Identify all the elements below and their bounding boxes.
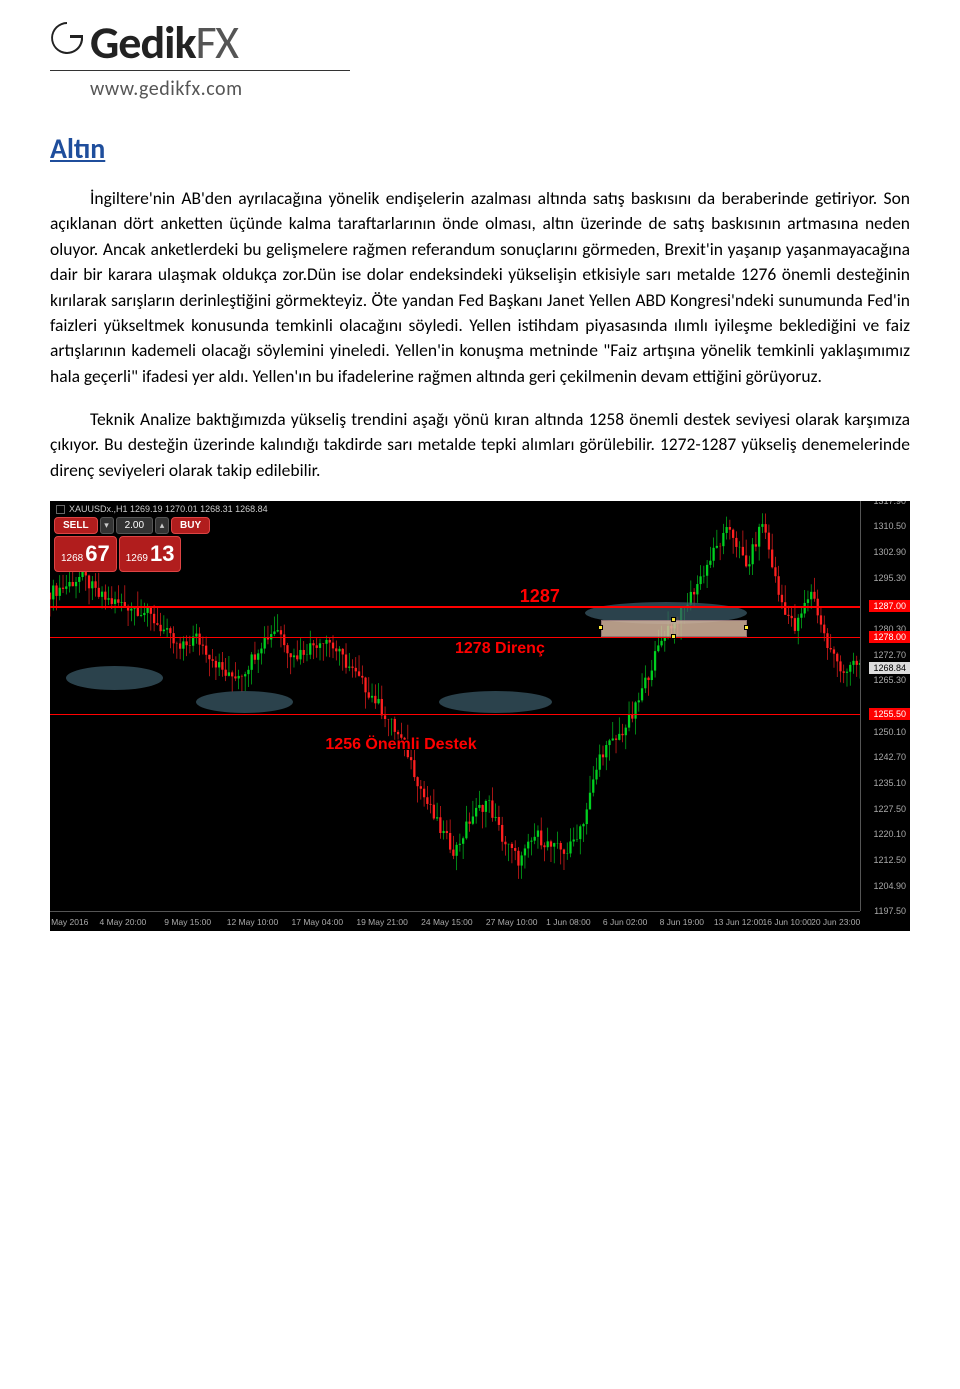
brand-part1: Gedik [90, 20, 196, 66]
y-tick: 1204.90 [873, 881, 906, 891]
x-tick: 6 Jun 02:00 [603, 917, 647, 927]
resize-handle[interactable] [671, 617, 676, 622]
x-tick: 13 Jun 12:00 [714, 917, 763, 927]
price-chart: XAUUSDx.,H1 1269.19 1270.01 1268.31 1268… [50, 501, 910, 931]
x-tick: 12 May 10:00 [227, 917, 279, 927]
x-tick: 19 May 21:00 [356, 917, 408, 927]
resize-handle[interactable] [598, 625, 603, 630]
y-tick: 1220.10 [873, 829, 906, 839]
paragraph-1: İngiltere'nin AB'den ayrılacağına yöneli… [50, 186, 910, 389]
brand-part2: FX [196, 20, 239, 66]
sell-button[interactable]: SELL [54, 517, 98, 534]
brand-icon [50, 20, 84, 66]
quantity-input[interactable]: 2.00 [116, 517, 153, 534]
buy-button[interactable]: BUY [171, 517, 210, 534]
x-tick: 2 May 2016 [50, 917, 88, 927]
x-tick: 4 May 20:00 [100, 917, 147, 927]
horizontal-level-line [50, 714, 860, 716]
y-tick: 1242.70 [873, 752, 906, 762]
resize-handle[interactable] [744, 625, 749, 630]
paragraph-2: Teknik Analize baktığımızda yükseliş tre… [50, 407, 910, 483]
y-tick: 1227.50 [873, 804, 906, 814]
bid-big: 67 [85, 541, 109, 567]
chart-annotation-label: 1287 [520, 586, 560, 607]
trade-panel: SELL ▾ 2.00 ▴ BUY 1268 67 1269 13 [54, 517, 210, 572]
y-tick: 1265.30 [873, 675, 906, 685]
bid-price[interactable]: 1268 67 [54, 536, 117, 572]
y-price-marker: 1268.84 [869, 662, 910, 674]
chart-annotation-label: 1256 Önemli Destek [325, 736, 476, 754]
support-resistance-zone [66, 666, 163, 690]
decrement-arrow[interactable]: ▾ [100, 517, 114, 534]
chart-annotation-label: 1278 Direnç [455, 640, 545, 658]
y-price-marker: 1287.00 [869, 600, 910, 612]
x-tick: 24 May 15:00 [421, 917, 473, 927]
y-tick: 1272.70 [873, 650, 906, 660]
bid-prefix: 1268 [61, 553, 83, 564]
x-tick: 17 May 04:00 [292, 917, 344, 927]
x-tick: 8 Jun 19:00 [660, 917, 704, 927]
x-axis: 2 May 2016 4 May 20:00 9 May 15:00 12 May 1… [50, 911, 860, 931]
y-tick: 1212.50 [873, 855, 906, 865]
y-tick: 1250.10 [873, 727, 906, 737]
x-tick: 1 Jun 08:00 [546, 917, 590, 927]
x-tick: 27 May 10:00 [486, 917, 538, 927]
horizontal-level-line [50, 637, 860, 639]
y-tick: 1295.30 [873, 573, 906, 583]
brand-url: www.gedikfx.com [90, 77, 910, 101]
y-tick: 1235.10 [873, 778, 906, 788]
support-resistance-zone [196, 691, 293, 713]
y-tick: 1197.50 [874, 906, 906, 916]
resize-handle[interactable] [671, 634, 676, 639]
header-logo: GedikFX www.gedikfx.com [50, 20, 910, 101]
y-tick: 1310.50 [873, 521, 906, 531]
support-resistance-zone [439, 691, 552, 713]
increment-arrow[interactable]: ▴ [155, 517, 169, 534]
y-price-marker: 1278.00 [869, 631, 910, 643]
ask-big: 13 [150, 541, 174, 567]
page-title: Altın [50, 131, 910, 166]
ask-price[interactable]: 1269 13 [119, 536, 182, 572]
x-tick: 16 Jun 10:00 [763, 917, 812, 927]
y-tick: 1302.90 [873, 547, 906, 557]
x-tick: 20 Jun 23:00 [811, 917, 860, 927]
y-axis: 1317.901310.501302.901295.301280.301272.… [860, 501, 910, 911]
horizontal-level-line [50, 606, 860, 608]
y-price-marker: 1255.50 [869, 708, 910, 720]
ask-prefix: 1269 [126, 553, 148, 564]
y-tick: 1317.90 [873, 501, 906, 506]
brand-name: GedikFX [50, 20, 910, 66]
x-tick: 9 May 15:00 [164, 917, 211, 927]
